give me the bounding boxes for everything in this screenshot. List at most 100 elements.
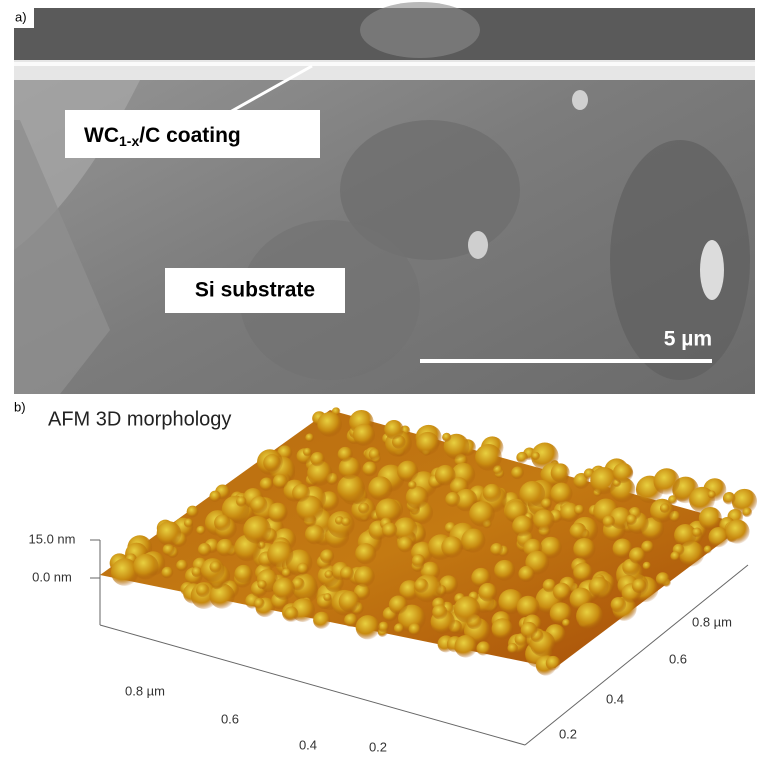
coating-suffix: /C coating <box>139 124 241 147</box>
panel-label: b) <box>14 399 26 414</box>
bump <box>576 603 603 630</box>
y-tick-label: 0.2 <box>559 726 577 741</box>
bump <box>198 543 211 556</box>
bump <box>406 486 429 509</box>
bump <box>267 541 293 567</box>
y-tick-label: 0.8 µm <box>692 614 732 629</box>
sem-image <box>14 2 755 394</box>
bump <box>133 554 159 580</box>
bump <box>699 507 722 530</box>
bump <box>340 566 354 580</box>
bump <box>412 554 425 567</box>
bump <box>268 503 288 523</box>
coating-prefix: WC <box>84 124 119 147</box>
bump <box>341 517 350 526</box>
bump <box>284 606 298 620</box>
bump <box>305 525 325 545</box>
bump <box>356 615 380 639</box>
bump <box>209 491 220 502</box>
bump <box>394 623 404 633</box>
bump <box>518 566 534 582</box>
bump <box>297 563 309 575</box>
bump <box>414 578 428 592</box>
bump <box>368 476 392 500</box>
bump <box>611 597 626 612</box>
bump <box>353 424 375 446</box>
bump <box>533 509 554 530</box>
bump <box>670 551 680 561</box>
coating-subscript: 1-x <box>119 133 139 149</box>
bump <box>574 505 584 515</box>
bump <box>263 454 281 472</box>
bump <box>210 561 222 573</box>
bump <box>441 536 463 558</box>
bump <box>273 474 288 489</box>
bump <box>408 481 417 490</box>
bump <box>254 598 265 609</box>
bump <box>541 498 552 509</box>
bump <box>626 514 637 525</box>
bump <box>196 584 209 597</box>
bump <box>546 656 561 671</box>
bump <box>654 468 680 494</box>
bump <box>550 483 572 505</box>
bump <box>708 491 716 499</box>
z-tick-label: 0.0 nm <box>32 569 72 584</box>
bump <box>397 536 413 552</box>
scale-bar-label: 5 µm <box>664 328 712 351</box>
bump <box>512 515 533 536</box>
bump <box>389 595 408 614</box>
bump <box>613 463 633 483</box>
bump <box>603 515 615 527</box>
bump <box>236 496 246 506</box>
coating-label: WC1-x/C coating <box>84 124 241 149</box>
bump <box>483 484 501 502</box>
bump <box>216 539 234 557</box>
bump <box>517 596 540 619</box>
bump <box>442 433 451 442</box>
bump <box>516 452 528 464</box>
bump <box>632 579 647 594</box>
bump <box>196 526 205 535</box>
bump <box>551 463 570 482</box>
bump <box>214 515 230 531</box>
bump <box>494 560 515 581</box>
bump <box>532 452 540 460</box>
y-tick-label: 0.4 <box>606 691 624 706</box>
bump <box>704 546 712 554</box>
bump <box>320 549 334 563</box>
bump <box>176 560 188 572</box>
bump <box>191 567 201 577</box>
bump <box>323 593 331 601</box>
bump <box>478 583 497 602</box>
bump <box>692 528 702 538</box>
panel-label: a) <box>15 9 27 24</box>
bump <box>339 591 360 612</box>
bump <box>384 420 403 439</box>
bump <box>511 467 524 480</box>
bump <box>562 619 570 627</box>
z-tick-label: 15.0 nm <box>29 531 76 546</box>
bump <box>476 641 490 655</box>
bump <box>469 501 495 527</box>
bump <box>324 570 333 579</box>
bump <box>338 447 353 462</box>
bump <box>492 618 513 639</box>
bump <box>382 523 397 538</box>
bump <box>369 449 380 460</box>
bump <box>723 492 736 505</box>
bump <box>455 635 478 658</box>
bump <box>243 516 271 544</box>
bump <box>553 583 571 601</box>
afm-title: AFM 3D morphology <box>48 408 231 430</box>
figure: a) WC1-x/C coating Si substrate 5 µm b) … <box>0 0 758 758</box>
bump <box>409 623 421 635</box>
bump <box>725 520 749 544</box>
bump <box>573 538 595 560</box>
bump <box>317 412 342 437</box>
bump <box>310 452 324 466</box>
bump <box>490 543 503 556</box>
bump <box>475 444 502 471</box>
bump <box>629 547 645 563</box>
x-tick-label: 0.4 <box>299 737 317 752</box>
